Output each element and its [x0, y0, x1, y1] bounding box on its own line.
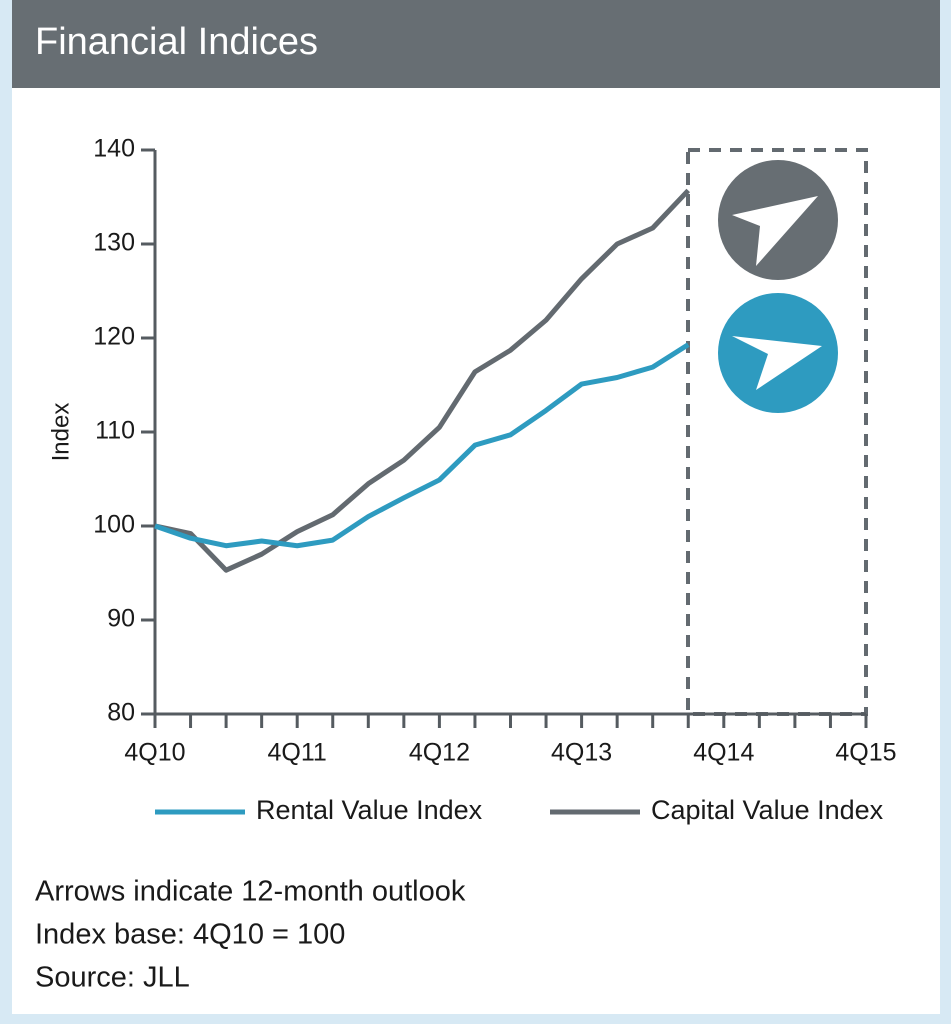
- header: [12, 0, 940, 88]
- capital-outlook-arrow: [732, 196, 818, 266]
- x-tick-label: 4Q15: [835, 739, 896, 767]
- rental-outlook-arrow: [732, 336, 822, 390]
- x-tick-label: 4Q11: [268, 739, 327, 767]
- data-line: [154, 188, 691, 573]
- x-tick-label: 4Q14: [693, 739, 754, 767]
- y-tick-label: 130: [93, 229, 135, 257]
- y-tick-label: 90: [107, 605, 135, 633]
- y-tick-label: 80: [107, 699, 135, 727]
- chart-title: Financial Indices: [35, 21, 318, 63]
- note: Arrows indicate 12-month outlook: [35, 876, 466, 908]
- y-tick-label: 110: [95, 417, 135, 445]
- y-tick-label: 100: [93, 511, 135, 539]
- legend-label: Rental Value Index: [256, 795, 483, 825]
- x-tick-label: 4Q10: [124, 739, 185, 767]
- y-tick-label: 120: [93, 323, 135, 351]
- x-tick-label: 4Q12: [409, 739, 470, 767]
- x-tick-label: 4Q13: [551, 739, 612, 767]
- y-axis-label: Index: [47, 403, 74, 462]
- note: Source: JLL: [35, 962, 190, 994]
- panel: [12, 0, 940, 1014]
- note: Index base: 4Q10 = 100: [35, 919, 345, 951]
- y-tick-label: 140: [93, 135, 135, 163]
- legend-label: Capital Value Index: [651, 795, 884, 825]
- data-line: [154, 342, 690, 549]
